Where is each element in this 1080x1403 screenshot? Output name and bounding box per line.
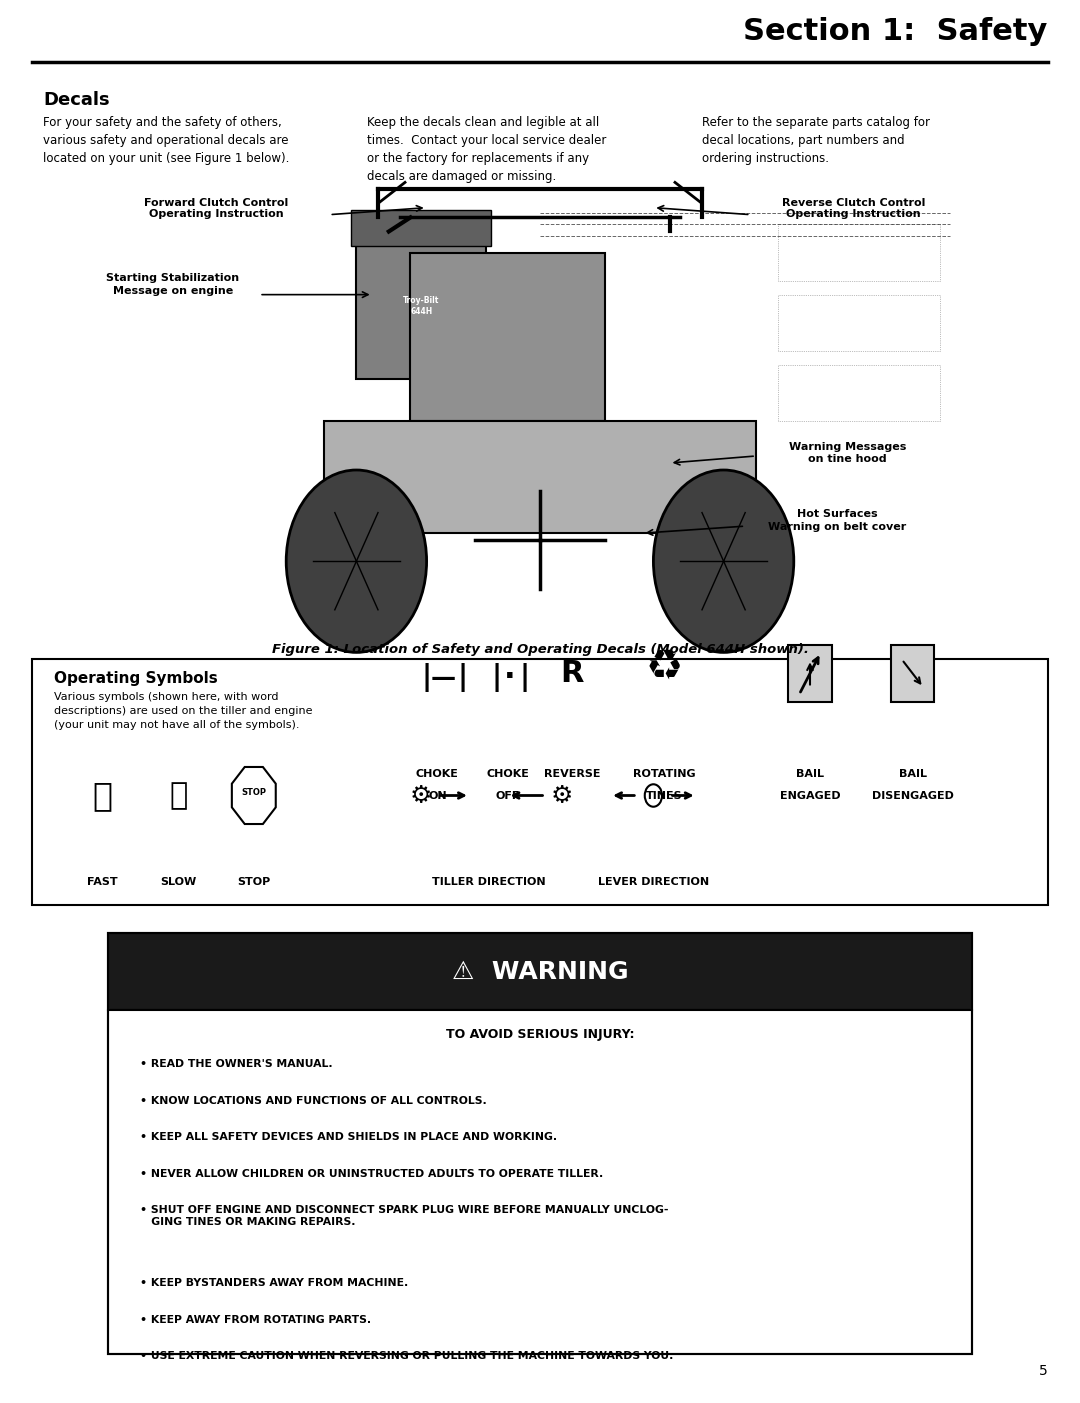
Text: ROTATING: ROTATING: [633, 769, 696, 779]
Text: ♻: ♻: [646, 645, 683, 687]
Text: LEVER DIRECTION: LEVER DIRECTION: [598, 877, 708, 887]
Text: DISENGAGED: DISENGAGED: [872, 791, 954, 801]
Circle shape: [653, 470, 794, 652]
Text: STOP: STOP: [238, 877, 270, 887]
Text: TINES: TINES: [646, 791, 683, 801]
Bar: [108, 933, 972, 1010]
Text: ·: ·: [504, 664, 515, 692]
Text: Operating Instruction: Operating Instruction: [786, 209, 920, 219]
Polygon shape: [232, 767, 275, 824]
Text: TILLER DIRECTION: TILLER DIRECTION: [432, 877, 546, 887]
Text: TO AVOID SERIOUS INJURY:: TO AVOID SERIOUS INJURY:: [446, 1028, 634, 1041]
Text: SLOW: SLOW: [160, 877, 197, 887]
Text: Decals: Decals: [43, 91, 110, 109]
Text: FAST: FAST: [87, 877, 118, 887]
Bar: [778, 365, 940, 421]
Text: Starting Stabilization: Starting Stabilization: [106, 274, 240, 283]
Text: Reverse Clutch Control: Reverse Clutch Control: [782, 198, 924, 208]
Text: |: |: [519, 664, 530, 692]
Text: Forward Clutch Control: Forward Clutch Control: [144, 198, 288, 208]
Text: 5: 5: [1039, 1364, 1048, 1378]
Text: • READ THE OWNER'S MANUAL.: • READ THE OWNER'S MANUAL.: [140, 1059, 333, 1069]
Text: • KEEP ALL SAFETY DEVICES AND SHIELDS IN PLACE AND WORKING.: • KEEP ALL SAFETY DEVICES AND SHIELDS IN…: [140, 1132, 557, 1142]
Text: • SHUT OFF ENGINE AND DISCONNECT SPARK PLUG WIRE BEFORE MANUALLY UNCLOG-
   GING: • SHUT OFF ENGINE AND DISCONNECT SPARK P…: [140, 1205, 669, 1226]
Text: ⚙: ⚙: [410, 783, 432, 808]
Text: ON: ON: [428, 791, 447, 801]
Text: ENGAGED: ENGAGED: [780, 791, 840, 801]
Bar: [108, 933, 972, 1354]
Text: Keep the decals clean and legible at all
times.  Contact your local service deal: Keep the decals clean and legible at all…: [367, 116, 607, 184]
Text: Various symbols (shown here, with word
descriptions) are used on the tiller and : Various symbols (shown here, with word d…: [54, 692, 312, 730]
Text: OFF: OFF: [496, 791, 519, 801]
Text: Warning on belt cover: Warning on belt cover: [768, 522, 906, 532]
Text: |: |: [491, 664, 502, 692]
Bar: [32, 659, 1048, 905]
Bar: [108, 1010, 972, 1354]
Bar: [788, 645, 832, 702]
Bar: [891, 645, 934, 702]
Text: Message on engine: Message on engine: [112, 286, 233, 296]
Text: 🐇: 🐇: [93, 779, 112, 812]
Text: • KNOW LOCATIONS AND FUNCTIONS OF ALL CONTROLS.: • KNOW LOCATIONS AND FUNCTIONS OF ALL CO…: [140, 1096, 487, 1106]
Text: Figure 1: Location of Safety and Operating Decals (Model 644H shown).: Figure 1: Location of Safety and Operati…: [271, 643, 809, 655]
Text: Operating Symbols: Operating Symbols: [54, 671, 218, 686]
Circle shape: [286, 470, 427, 652]
Text: —: —: [430, 665, 456, 690]
Text: on tine hood: on tine hood: [809, 455, 887, 464]
Text: • USE EXTREME CAUTION WHEN REVERSING OR PULLING THE MACHINE TOWARDS YOU.: • USE EXTREME CAUTION WHEN REVERSING OR …: [140, 1351, 674, 1361]
Text: Troy-Bilt
644H: Troy-Bilt 644H: [403, 296, 440, 316]
Bar: [778, 295, 940, 351]
Text: • KEEP BYSTANDERS AWAY FROM MACHINE.: • KEEP BYSTANDERS AWAY FROM MACHINE.: [140, 1278, 408, 1288]
Text: Section 1:  Safety: Section 1: Safety: [743, 17, 1048, 46]
Bar: [356, 239, 486, 379]
Text: Operating Instruction: Operating Instruction: [149, 209, 283, 219]
Text: REVERSE: REVERSE: [544, 769, 600, 779]
Bar: [410, 253, 605, 421]
Text: CHOKE: CHOKE: [416, 769, 459, 779]
Text: |: |: [457, 664, 468, 692]
Bar: [351, 210, 491, 246]
Text: BAIL: BAIL: [796, 769, 824, 779]
Text: |: |: [421, 664, 432, 692]
Text: Hot Surfaces: Hot Surfaces: [797, 509, 877, 519]
Text: Warning Messages: Warning Messages: [789, 442, 906, 452]
Text: STOP: STOP: [241, 788, 267, 797]
Text: ⚠  WARNING: ⚠ WARNING: [451, 960, 629, 985]
Text: ⚙: ⚙: [551, 783, 572, 808]
Text: Refer to the separate parts catalog for
decal locations, part numbers and
orderi: Refer to the separate parts catalog for …: [702, 116, 930, 166]
Text: • NEVER ALLOW CHILDREN OR UNINSTRUCTED ADULTS TO OPERATE TILLER.: • NEVER ALLOW CHILDREN OR UNINSTRUCTED A…: [140, 1169, 604, 1179]
Text: • KEEP AWAY FROM ROTATING PARTS.: • KEEP AWAY FROM ROTATING PARTS.: [140, 1315, 372, 1324]
Bar: [778, 224, 940, 281]
Circle shape: [645, 784, 662, 807]
Text: CHOKE: CHOKE: [486, 769, 529, 779]
Text: For your safety and the safety of others,
various safety and operational decals : For your safety and the safety of others…: [43, 116, 289, 166]
Text: 🐢: 🐢: [170, 781, 187, 810]
Polygon shape: [324, 421, 756, 533]
Text: R: R: [561, 659, 584, 687]
Text: BAIL: BAIL: [899, 769, 927, 779]
